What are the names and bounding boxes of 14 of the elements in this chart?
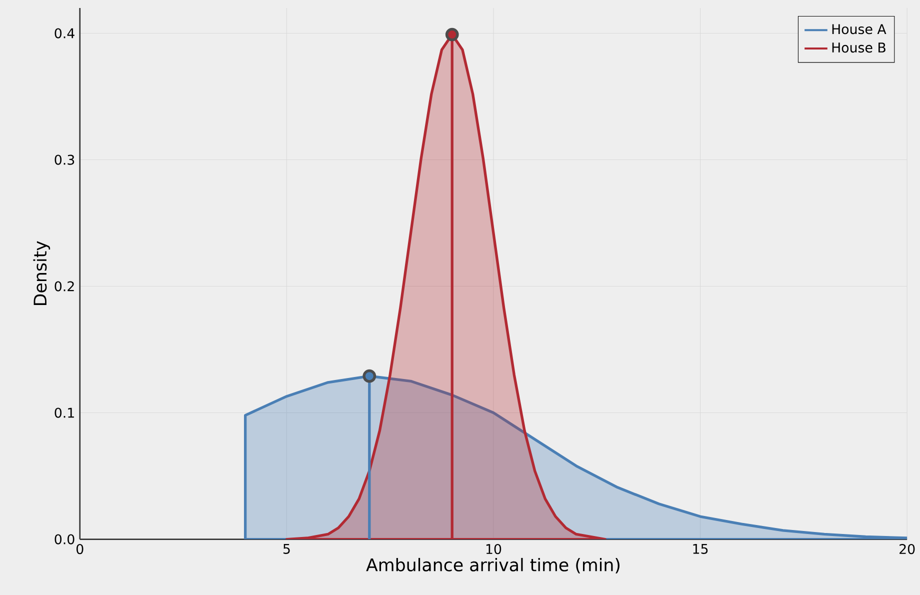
x-tick-label: 20 bbox=[900, 544, 915, 554]
legend-label: House B bbox=[832, 42, 886, 53]
y-tick-label: 0.2 bbox=[54, 281, 74, 292]
y-tick-label: 0.0 bbox=[54, 534, 74, 544]
x-tick-label: 5 bbox=[283, 544, 290, 554]
y-tick-label: 0.1 bbox=[54, 408, 74, 418]
y-tick-label: 0.4 bbox=[54, 28, 74, 38]
x-axis-title: Ambulance arrival time (min) bbox=[366, 558, 620, 574]
y-tick-label: 0.3 bbox=[54, 154, 74, 165]
x-tick-label: 15 bbox=[693, 544, 708, 554]
legend-label: House A bbox=[832, 24, 886, 34]
x-tick-label: 10 bbox=[486, 544, 502, 554]
y-axis-title: Density bbox=[33, 241, 50, 305]
x-tick-label: 0 bbox=[76, 544, 84, 554]
